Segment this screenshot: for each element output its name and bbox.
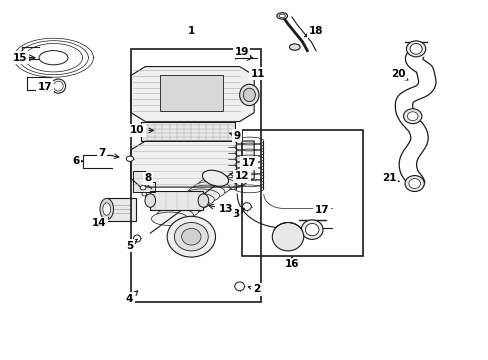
Ellipse shape [177, 193, 214, 206]
Ellipse shape [51, 79, 65, 93]
Ellipse shape [167, 216, 215, 257]
Ellipse shape [279, 14, 285, 18]
Ellipse shape [188, 185, 224, 199]
Ellipse shape [100, 198, 113, 220]
Ellipse shape [404, 176, 424, 192]
Text: 15: 15 [12, 53, 31, 63]
Ellipse shape [198, 177, 235, 191]
Ellipse shape [151, 212, 188, 226]
Ellipse shape [183, 189, 219, 202]
Text: 11: 11 [250, 69, 265, 79]
Ellipse shape [237, 50, 246, 58]
Ellipse shape [243, 88, 255, 102]
Text: 13: 13 [208, 204, 233, 214]
Text: 14: 14 [92, 217, 108, 228]
Text: 9: 9 [229, 131, 240, 141]
Bar [140, 122, 234, 141]
Text: 3: 3 [232, 208, 244, 219]
Text: 7: 7 [98, 148, 119, 158]
Ellipse shape [407, 112, 417, 121]
Ellipse shape [144, 183, 149, 186]
Ellipse shape [408, 179, 420, 189]
Bar [242, 130, 362, 256]
Bar [131, 49, 261, 302]
Ellipse shape [140, 186, 145, 190]
Ellipse shape [409, 44, 421, 54]
Text: 21: 21 [382, 173, 398, 183]
Text: 17: 17 [242, 158, 256, 168]
Text: 10: 10 [130, 125, 153, 135]
Ellipse shape [162, 204, 198, 218]
Polygon shape [133, 171, 155, 192]
Ellipse shape [403, 109, 421, 123]
Bar [140, 122, 234, 141]
Ellipse shape [301, 220, 323, 239]
Text: 2: 2 [248, 284, 260, 294]
Text: 5: 5 [125, 239, 137, 251]
Text: 12: 12 [229, 171, 249, 181]
Ellipse shape [167, 201, 203, 214]
Ellipse shape [198, 194, 208, 207]
Text: 19: 19 [234, 47, 250, 57]
Ellipse shape [276, 13, 287, 19]
Ellipse shape [142, 192, 146, 196]
Bar [160, 76, 223, 111]
Ellipse shape [289, 44, 300, 50]
Polygon shape [131, 141, 254, 187]
Ellipse shape [172, 197, 209, 210]
Ellipse shape [126, 156, 133, 161]
Text: 18: 18 [304, 26, 323, 37]
Ellipse shape [156, 208, 193, 222]
Text: 20: 20 [390, 69, 407, 80]
Ellipse shape [239, 84, 259, 105]
Bar [150, 191, 203, 210]
Text: 17: 17 [314, 205, 328, 215]
Ellipse shape [39, 51, 68, 65]
Bar [106, 198, 136, 221]
Text: 17: 17 [38, 82, 54, 92]
Text: 1: 1 [187, 26, 195, 36]
Text: 8: 8 [144, 173, 151, 183]
Ellipse shape [174, 222, 208, 251]
Ellipse shape [272, 222, 303, 251]
Polygon shape [131, 67, 254, 122]
Text: 16: 16 [284, 257, 299, 269]
Ellipse shape [193, 181, 230, 195]
Text: 6: 6 [73, 156, 82, 166]
Text: 4: 4 [125, 291, 138, 304]
Ellipse shape [102, 203, 110, 215]
Ellipse shape [305, 224, 318, 236]
Ellipse shape [133, 235, 141, 242]
Ellipse shape [242, 203, 251, 211]
Ellipse shape [202, 170, 228, 186]
Ellipse shape [144, 194, 155, 207]
Ellipse shape [406, 41, 425, 57]
Ellipse shape [181, 228, 201, 245]
Ellipse shape [53, 81, 63, 91]
Ellipse shape [234, 282, 244, 291]
